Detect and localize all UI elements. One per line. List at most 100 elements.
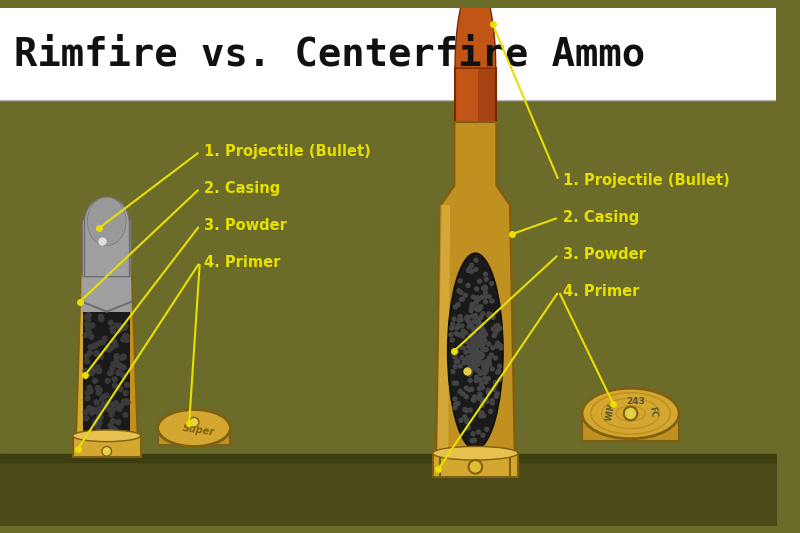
Circle shape — [96, 369, 102, 374]
Circle shape — [450, 322, 454, 326]
Circle shape — [97, 407, 102, 411]
Circle shape — [105, 402, 110, 407]
Circle shape — [474, 314, 478, 318]
Circle shape — [86, 406, 91, 410]
Circle shape — [465, 395, 468, 399]
Circle shape — [474, 259, 478, 262]
Circle shape — [98, 314, 103, 319]
Ellipse shape — [433, 447, 518, 460]
Circle shape — [496, 341, 499, 345]
Circle shape — [93, 343, 98, 348]
Circle shape — [489, 313, 493, 317]
Polygon shape — [78, 273, 90, 438]
Circle shape — [472, 303, 476, 306]
Polygon shape — [76, 273, 138, 438]
Circle shape — [476, 296, 480, 300]
Circle shape — [498, 344, 502, 348]
Circle shape — [90, 407, 95, 412]
Circle shape — [467, 388, 471, 392]
Circle shape — [86, 330, 92, 335]
Circle shape — [84, 354, 89, 359]
Circle shape — [102, 394, 106, 399]
Circle shape — [85, 322, 90, 327]
Circle shape — [473, 338, 477, 342]
Circle shape — [477, 297, 480, 301]
Circle shape — [486, 342, 490, 346]
Circle shape — [474, 348, 478, 351]
Circle shape — [114, 354, 119, 359]
Circle shape — [483, 285, 487, 289]
Circle shape — [477, 318, 481, 322]
Circle shape — [491, 327, 495, 331]
Circle shape — [474, 349, 478, 353]
Circle shape — [474, 353, 478, 357]
Circle shape — [88, 370, 93, 375]
Circle shape — [486, 359, 490, 364]
Circle shape — [494, 331, 497, 335]
Circle shape — [124, 334, 129, 338]
Circle shape — [490, 399, 494, 402]
Circle shape — [494, 382, 498, 386]
Circle shape — [478, 392, 482, 396]
Circle shape — [486, 363, 490, 367]
Circle shape — [84, 314, 89, 319]
Circle shape — [474, 367, 478, 371]
Circle shape — [116, 420, 121, 425]
Circle shape — [86, 317, 90, 322]
Circle shape — [458, 390, 462, 393]
Circle shape — [473, 357, 477, 360]
Circle shape — [471, 328, 475, 332]
Circle shape — [106, 407, 111, 411]
Circle shape — [95, 385, 100, 390]
Circle shape — [121, 337, 126, 342]
Circle shape — [497, 369, 501, 373]
Circle shape — [95, 409, 100, 415]
Circle shape — [99, 397, 104, 401]
Circle shape — [463, 408, 467, 411]
Circle shape — [474, 349, 478, 353]
Polygon shape — [158, 428, 230, 446]
Circle shape — [474, 359, 478, 363]
Circle shape — [470, 336, 474, 340]
Circle shape — [459, 290, 463, 294]
FancyBboxPatch shape — [455, 68, 496, 122]
Circle shape — [463, 415, 466, 418]
Circle shape — [475, 360, 479, 364]
Circle shape — [89, 334, 94, 339]
Circle shape — [474, 345, 478, 349]
Circle shape — [478, 414, 482, 418]
Text: 3. Powder: 3. Powder — [204, 218, 286, 233]
Circle shape — [95, 426, 100, 431]
Circle shape — [467, 356, 471, 359]
Circle shape — [113, 383, 118, 388]
FancyBboxPatch shape — [82, 220, 131, 277]
Circle shape — [476, 352, 479, 356]
Circle shape — [476, 351, 480, 354]
Circle shape — [475, 361, 479, 365]
Circle shape — [459, 345, 463, 349]
Circle shape — [87, 323, 92, 328]
Circle shape — [481, 433, 485, 437]
Circle shape — [470, 314, 474, 318]
Circle shape — [478, 378, 482, 382]
Circle shape — [101, 402, 106, 407]
Circle shape — [471, 354, 475, 358]
Circle shape — [112, 377, 117, 382]
Circle shape — [98, 387, 102, 392]
Text: 1. Projectile (Bullet): 1. Projectile (Bullet) — [204, 144, 370, 159]
Circle shape — [88, 345, 93, 350]
Circle shape — [450, 338, 454, 342]
Circle shape — [472, 345, 476, 349]
Circle shape — [474, 363, 478, 367]
Circle shape — [485, 277, 488, 281]
Circle shape — [455, 332, 459, 336]
Circle shape — [481, 385, 484, 390]
Circle shape — [106, 348, 111, 352]
Circle shape — [483, 272, 487, 276]
Circle shape — [482, 364, 486, 367]
Circle shape — [453, 355, 457, 359]
Circle shape — [466, 284, 470, 287]
Circle shape — [487, 359, 491, 363]
Circle shape — [481, 295, 484, 299]
Circle shape — [480, 398, 484, 401]
